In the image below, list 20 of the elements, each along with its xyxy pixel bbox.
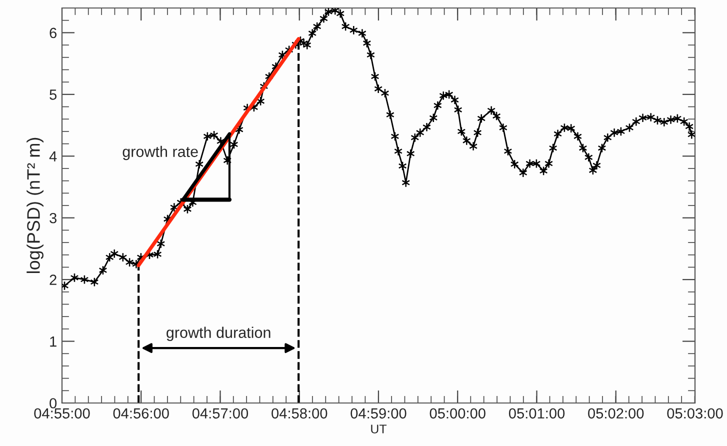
y-tick-label: 3 [50, 212, 56, 224]
x-tick-label: 04:57:00 [192, 408, 248, 419]
y-tick-label: 5 [50, 90, 57, 100]
annotation: growth duration [166, 326, 270, 341]
x-tick-label: 05:03:00 [667, 408, 723, 419]
y-axis-title: log(PSD) (nT² m) [26, 138, 44, 273]
x-tick-label: 04:58:00 [272, 408, 328, 419]
x-tick-label: 05:02:00 [588, 408, 644, 419]
x-tick-label: 04:55:00 [34, 408, 90, 419]
y-tick-label: 6 [50, 28, 56, 38]
x-tick-label: 04:59:00 [350, 408, 406, 419]
x-axis-title: UT [371, 424, 387, 434]
x-tick-label: 04:56:00 [113, 408, 169, 419]
y-tick-label: 1 [50, 336, 56, 347]
y-tick-label: 2 [50, 274, 56, 285]
annotation: growth rate [122, 146, 198, 160]
y-tick-label: 4 [49, 151, 57, 162]
x-tick-label: 05:00:00 [430, 408, 486, 419]
x-tick-label: 05:01:00 [508, 408, 565, 419]
y-tick-label: 0 [50, 398, 57, 408]
